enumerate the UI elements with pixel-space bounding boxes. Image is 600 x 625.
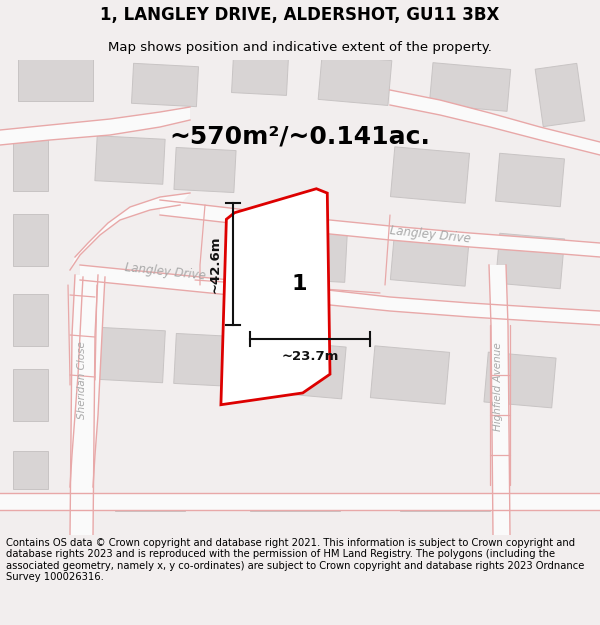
Polygon shape [274, 341, 346, 399]
Polygon shape [0, 107, 190, 145]
Text: ~42.6m: ~42.6m [209, 235, 221, 292]
Polygon shape [496, 153, 565, 207]
Polygon shape [221, 189, 330, 405]
Polygon shape [13, 294, 47, 346]
Polygon shape [430, 62, 511, 111]
Polygon shape [70, 275, 98, 535]
Text: Contains OS data © Crown copyright and database right 2021. This information is : Contains OS data © Crown copyright and d… [6, 538, 584, 582]
Text: Sheridan Close: Sheridan Close [77, 341, 87, 419]
Polygon shape [13, 139, 47, 191]
Polygon shape [70, 277, 105, 487]
Text: 1: 1 [292, 274, 307, 294]
Polygon shape [489, 265, 510, 535]
Polygon shape [391, 147, 470, 203]
Polygon shape [95, 328, 166, 382]
Polygon shape [496, 233, 565, 289]
Polygon shape [390, 90, 600, 155]
Polygon shape [95, 136, 165, 184]
Polygon shape [400, 493, 490, 511]
Polygon shape [318, 54, 392, 106]
Polygon shape [115, 493, 185, 511]
Polygon shape [17, 59, 92, 101]
Polygon shape [160, 200, 600, 257]
Text: Highfield Avenue: Highfield Avenue [493, 342, 503, 431]
Polygon shape [484, 352, 556, 408]
Text: Map shows position and indicative extent of the property.: Map shows position and indicative extent… [108, 41, 492, 54]
Polygon shape [13, 369, 47, 421]
Polygon shape [370, 346, 449, 404]
Polygon shape [174, 334, 236, 386]
Text: ~23.7m: ~23.7m [281, 351, 338, 364]
Polygon shape [13, 451, 47, 489]
Polygon shape [174, 148, 236, 192]
Text: Langley Drive: Langley Drive [389, 224, 471, 246]
Polygon shape [250, 493, 340, 511]
Polygon shape [80, 265, 600, 325]
Polygon shape [391, 228, 470, 286]
Polygon shape [70, 193, 190, 270]
Polygon shape [0, 493, 600, 510]
Text: 1, LANGLEY DRIVE, ALDERSHOT, GU11 3BX: 1, LANGLEY DRIVE, ALDERSHOT, GU11 3BX [100, 6, 500, 24]
Polygon shape [13, 214, 47, 266]
Polygon shape [131, 63, 199, 107]
Polygon shape [535, 63, 585, 127]
Polygon shape [232, 54, 289, 96]
Text: Langley Drive: Langley Drive [124, 261, 206, 282]
Text: ~570m²/~0.141ac.: ~570m²/~0.141ac. [170, 125, 430, 149]
Polygon shape [293, 232, 347, 282]
